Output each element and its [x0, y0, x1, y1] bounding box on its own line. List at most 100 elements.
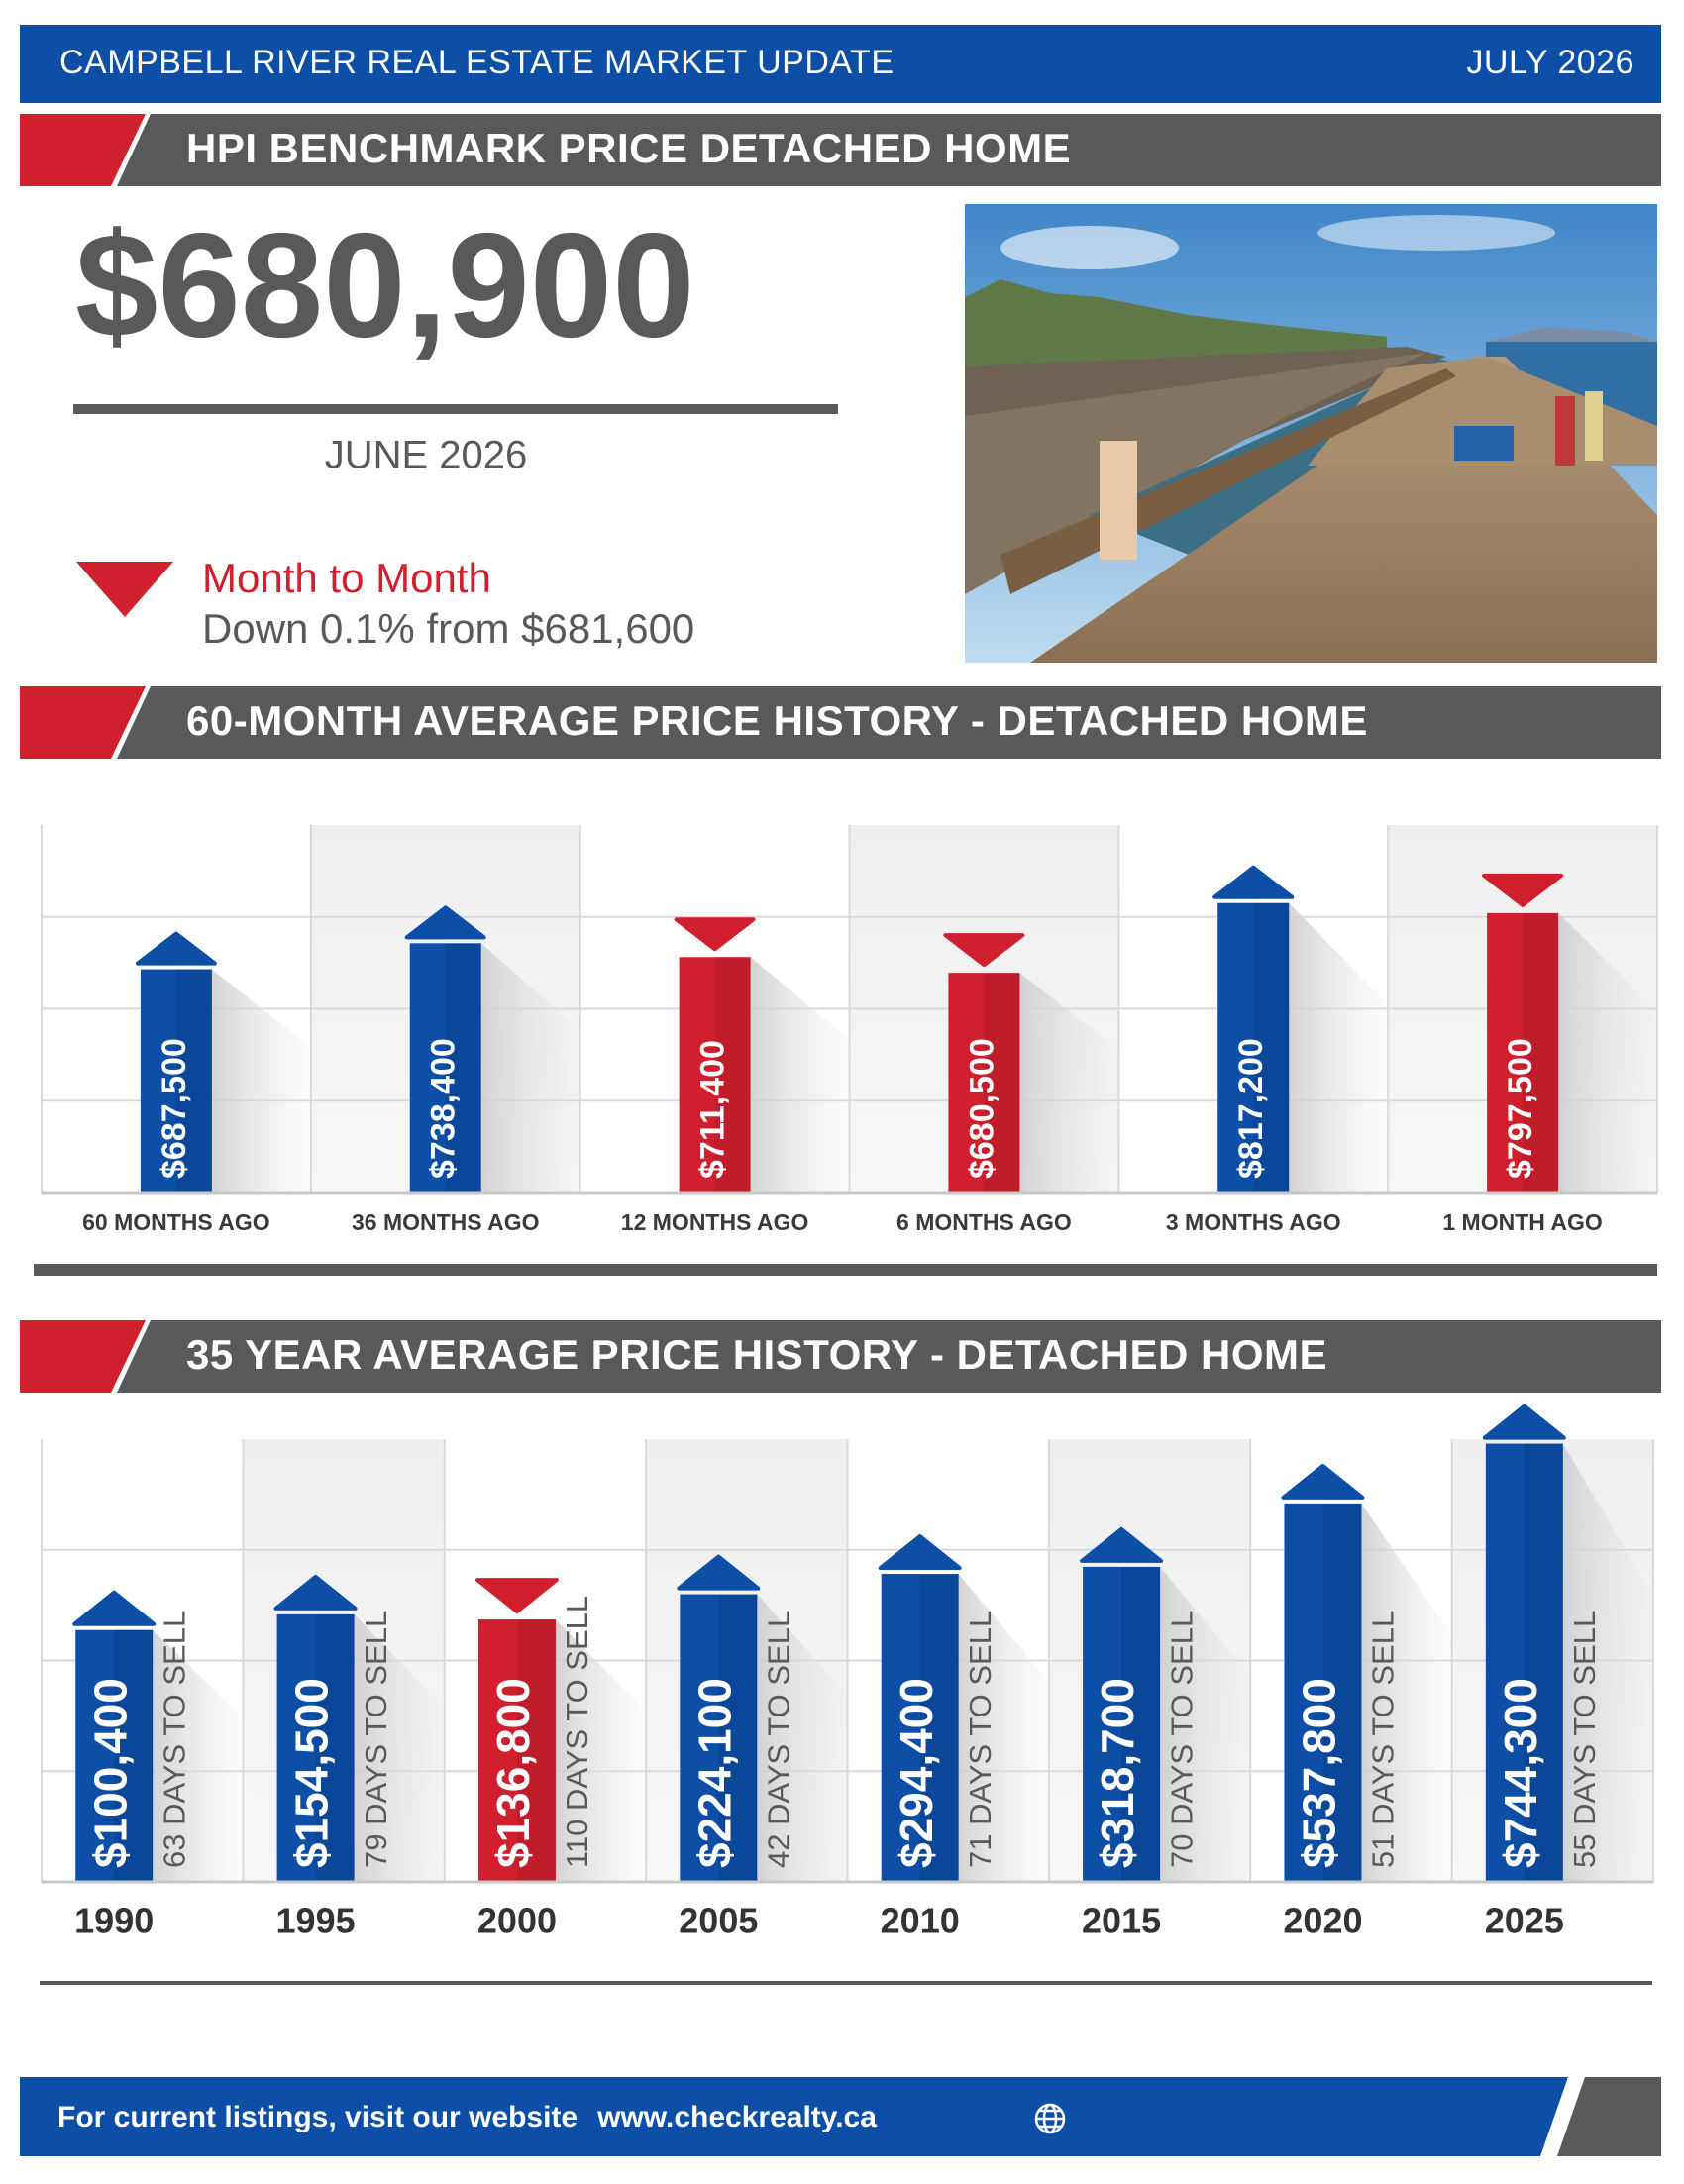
value-label: $711,400 — [694, 1040, 732, 1179]
bar-highlight — [1121, 1566, 1161, 1882]
trend-arrow — [1080, 1526, 1164, 1563]
days-label: 71 DAYS TO SELL — [963, 1611, 998, 1868]
x-tick-label: 1990 — [74, 1901, 154, 1941]
trend-arrow — [1212, 865, 1295, 899]
value-label: $136,800 — [487, 1678, 539, 1868]
trend-arrow — [677, 1554, 761, 1591]
value-label: $680,500 — [963, 1038, 1000, 1179]
bar-highlight — [1253, 902, 1290, 1193]
value-label: $738,400 — [425, 1038, 463, 1179]
bar-shadow — [211, 969, 311, 1193]
footer-text: For current listings, visit our website w… — [57, 2101, 877, 2133]
bar — [948, 973, 1020, 1193]
trend-arrow — [404, 905, 486, 940]
value-label: $294,400 — [891, 1678, 942, 1868]
bar — [477, 1619, 556, 1882]
value-label: $318,700 — [1092, 1678, 1143, 1868]
bar-highlight — [1524, 1443, 1563, 1882]
section-title: 60-MONTH AVERAGE PRICE HISTORY - DETACHE… — [186, 697, 1368, 744]
trend-arrow — [943, 933, 1025, 968]
trend-arrow — [135, 931, 217, 966]
divider — [40, 1981, 1652, 1985]
globe-icon — [1034, 2103, 1066, 2134]
bar — [140, 969, 212, 1193]
bar-highlight — [718, 1594, 758, 1882]
x-tick-label: 2020 — [1283, 1901, 1362, 1941]
trend-arrow — [1482, 1404, 1566, 1440]
bar-highlight — [919, 1574, 959, 1882]
bar-highlight — [315, 1613, 355, 1882]
footer-text: For current listings, visit our website — [57, 2101, 578, 2133]
header-title: CAMPBELL RIVER REAL ESTATE MARKET UPDATE — [59, 44, 895, 81]
bar-shadow — [757, 1594, 848, 1882]
bar — [881, 1574, 959, 1882]
bar-shadow — [153, 1629, 244, 1882]
bar-shadow — [1160, 1566, 1251, 1882]
section-bar: 60-MONTH AVERAGE PRICE HISTORY - DETACHE… — [20, 686, 1661, 759]
bar-shadow — [958, 1574, 1049, 1882]
bar — [1284, 1503, 1362, 1882]
bar-highlight — [1523, 912, 1559, 1193]
value-label: $817,200 — [1232, 1038, 1270, 1179]
section-title: HPI BENCHMARK PRICE DETACHED HOME — [186, 125, 1071, 171]
bar-highlight — [714, 957, 751, 1193]
change-text: Down 0.1% from $681,600 — [202, 605, 694, 652]
change-label: Month to Month — [202, 555, 491, 601]
divider — [34, 1264, 1657, 1276]
bar-shadow — [750, 957, 850, 1193]
x-tick-label: 2010 — [881, 1901, 960, 1941]
benchmark-price: $680,900 — [75, 202, 695, 368]
x-tick-label: 2015 — [1082, 1901, 1161, 1941]
trend-arrow — [674, 917, 756, 952]
bar — [680, 1594, 758, 1882]
bar-shadow — [480, 943, 580, 1193]
value-label: $224,100 — [688, 1678, 740, 1868]
bar-highlight — [984, 973, 1020, 1193]
x-tick-label: 2025 — [1485, 1901, 1564, 1941]
x-tick-label: 60 MONTHS AGO — [82, 1209, 270, 1235]
bar-shadow — [1019, 973, 1119, 1193]
x-tick-label: 2000 — [477, 1901, 557, 1941]
bar — [409, 943, 481, 1193]
days-label: 55 DAYS TO SELL — [1567, 1611, 1602, 1868]
header-date: JULY 2026 — [1466, 44, 1634, 81]
value-label: $687,500 — [156, 1038, 193, 1179]
trend-arrow — [72, 1590, 157, 1626]
bar — [75, 1629, 154, 1882]
value-label: $797,500 — [1502, 1038, 1539, 1179]
bar — [276, 1613, 355, 1882]
bar-shadow — [1562, 1443, 1653, 1882]
x-tick-label: 36 MONTHS AGO — [352, 1209, 540, 1235]
bar — [1485, 1443, 1563, 1882]
bar-shadow — [1558, 912, 1657, 1193]
days-label: 63 DAYS TO SELL — [157, 1611, 191, 1868]
x-tick-label: 1 MONTH AGO — [1442, 1209, 1602, 1235]
bar — [1217, 902, 1290, 1193]
days-label: 42 DAYS TO SELL — [762, 1611, 796, 1868]
section-bar: 35 YEAR AVERAGE PRICE HISTORY - DETACHED… — [20, 1320, 1661, 1393]
days-label: 79 DAYS TO SELL — [359, 1611, 393, 1868]
trend-arrow — [273, 1574, 358, 1611]
trend-arrow — [1482, 873, 1564, 907]
days-label: 51 DAYS TO SELL — [1366, 1611, 1401, 1868]
bar-highlight — [114, 1629, 154, 1882]
footer-url[interactable]: www.checkrealty.ca — [596, 2101, 877, 2133]
x-tick-label: 1995 — [276, 1901, 356, 1941]
x-tick-label: 3 MONTHS AGO — [1166, 1209, 1341, 1235]
footer-bar — [20, 2077, 1568, 2156]
value-label: $744,300 — [1495, 1678, 1546, 1868]
bar-shadow — [555, 1619, 647, 1882]
divider — [73, 404, 838, 414]
benchmark-period: JUNE 2026 — [325, 434, 528, 477]
bar-highlight — [516, 1619, 556, 1882]
bar — [1487, 912, 1559, 1193]
bar — [1083, 1566, 1161, 1882]
bar-shadow — [1361, 1503, 1452, 1882]
header-bar — [20, 25, 1661, 103]
chart: $687,500 60 MONTHS AGO $738,400 36 MONTHS A… — [41, 825, 1658, 1235]
trend-arrow — [878, 1534, 962, 1571]
trend-arrow — [474, 1578, 559, 1614]
value-label: $537,800 — [1294, 1678, 1345, 1868]
bar-highlight — [175, 969, 212, 1193]
bar — [679, 957, 751, 1193]
